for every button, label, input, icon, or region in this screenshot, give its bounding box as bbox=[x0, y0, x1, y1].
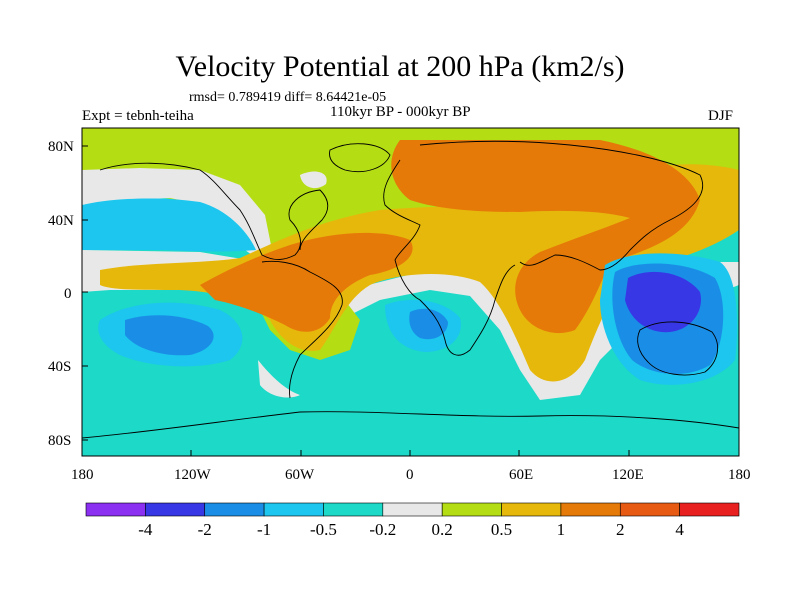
colorbar-swatch bbox=[263, 502, 324, 517]
x-tick-label-180w: 180 bbox=[71, 467, 94, 483]
colorbar-swatch bbox=[501, 502, 562, 517]
experiment-label: Expt = tebnh-teiha bbox=[82, 108, 194, 124]
australia-coast bbox=[637, 321, 719, 376]
coastlines bbox=[82, 140, 739, 439]
x-tick-label-0: 0 bbox=[406, 467, 414, 483]
antarctica-coast bbox=[82, 411, 739, 439]
colorbar-label: -2 bbox=[197, 520, 212, 539]
gold-region bbox=[100, 164, 739, 382]
x-tick-label-180e: 180 bbox=[728, 467, 751, 483]
colorbar-swatch bbox=[85, 502, 146, 517]
colorbar-label: -0.2 bbox=[369, 520, 397, 539]
x-tick-label-60w: 60W bbox=[285, 467, 315, 483]
y-axis-tick-marks bbox=[82, 145, 88, 441]
southern-ocean-white bbox=[258, 360, 300, 398]
south-atlantic-blue-core bbox=[409, 308, 448, 340]
colorbar-swatch bbox=[323, 502, 384, 517]
colorbar-label: 2 bbox=[616, 520, 625, 539]
y-tick-label-80s: 80S bbox=[48, 433, 72, 449]
asia-coast bbox=[419, 140, 704, 271]
arctic-white-patch bbox=[300, 171, 327, 189]
y-tick-label-40n: 40N bbox=[48, 213, 74, 229]
colorbar-swatch bbox=[560, 502, 621, 517]
colorbar-label: -0.5 bbox=[309, 520, 337, 539]
colorbar-label: 4 bbox=[675, 520, 684, 539]
colorbar-label: 1 bbox=[556, 520, 566, 539]
colorbar-swatch bbox=[619, 502, 680, 517]
y-tick-label-80n: 80N bbox=[48, 139, 74, 155]
colorbar-swatch bbox=[204, 502, 265, 517]
season-label: DJF bbox=[708, 108, 734, 124]
north-pacific-blue-region bbox=[82, 198, 256, 252]
colorbar-swatch bbox=[145, 502, 206, 517]
colorbar bbox=[85, 502, 740, 517]
nh-white-region bbox=[82, 168, 272, 262]
greenland-coast bbox=[329, 143, 391, 173]
colorbar-swatch bbox=[679, 502, 740, 517]
rmsd-diff-stats: rmsd= 0.789419 diff= 8.64421e-05 bbox=[189, 90, 387, 105]
colorbar-swatch bbox=[382, 502, 443, 517]
maritime-deepblue-core bbox=[625, 271, 701, 333]
colorbar-label: -4 bbox=[138, 520, 153, 539]
y-tick-label-40s: 40S bbox=[48, 359, 72, 375]
orange-asia-indian bbox=[391, 140, 700, 334]
colorbar-label: 0.5 bbox=[490, 520, 513, 539]
south-pacific-blue-core bbox=[125, 315, 214, 356]
x-axis-tick-marks bbox=[81, 450, 740, 456]
contour-field bbox=[82, 128, 739, 456]
europe-africa-coast bbox=[383, 159, 516, 356]
y-tick-label-0: 0 bbox=[64, 286, 72, 302]
colorbar-label: -1 bbox=[256, 520, 272, 539]
colorbar-swatch bbox=[441, 502, 502, 517]
orange-south-america bbox=[200, 232, 413, 332]
colorbar-label: 0.2 bbox=[431, 520, 453, 539]
north-america-coast bbox=[99, 162, 329, 260]
chart-title: Velocity Potential at 200 hPa (km2/s) bbox=[175, 50, 625, 83]
period-label: 110kyr BP - 000kyr BP bbox=[330, 104, 471, 120]
x-tick-label-60e: 60E bbox=[509, 467, 534, 483]
x-tick-label-120e: 120E bbox=[612, 467, 644, 483]
south-america-coast bbox=[261, 260, 343, 399]
x-tick-label-120w: 120W bbox=[174, 467, 211, 483]
